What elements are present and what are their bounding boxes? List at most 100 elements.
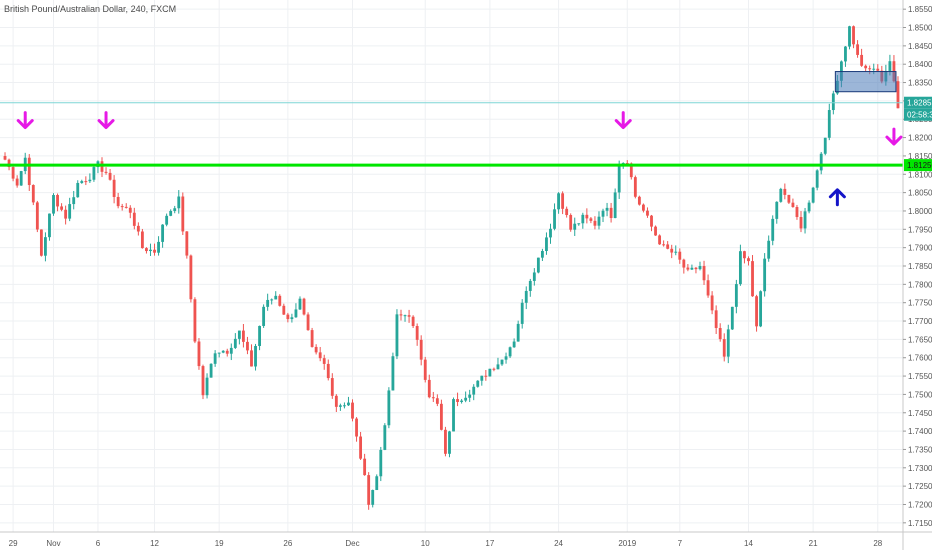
candle-body: [11, 167, 15, 179]
candle-body: [633, 177, 637, 197]
candle-body: [678, 251, 682, 260]
candle-body: [553, 209, 556, 229]
candle-body: [173, 208, 177, 211]
candle-body: [569, 215, 573, 230]
arrow-down-icon: [885, 127, 903, 146]
arrow-down-icon: [97, 111, 115, 130]
candle-body: [718, 328, 722, 340]
candle-body: [217, 352, 221, 354]
candle-body: [136, 225, 140, 232]
y-tick-label: 1.79500: [908, 225, 932, 234]
arrow-head: [614, 119, 632, 130]
candle-body: [7, 159, 11, 168]
x-tick-label: 14: [744, 539, 753, 548]
candle-body: [347, 402, 350, 406]
x-tick-label: 21: [809, 539, 818, 548]
candle-body: [193, 299, 197, 342]
candle-body: [363, 458, 367, 476]
candle-body: [84, 181, 88, 183]
candle-body: [743, 251, 746, 259]
candle-body: [488, 368, 492, 377]
candle-body: [876, 68, 880, 71]
candle-body: [254, 345, 257, 367]
y-tick-label: 1.78500: [908, 262, 932, 271]
candle-body: [88, 179, 92, 182]
candle-body: [730, 306, 734, 330]
candle-body: [444, 429, 447, 454]
candle-body: [686, 267, 690, 270]
candle-body: [868, 68, 872, 70]
candle-body: [411, 316, 415, 327]
candle-body: [262, 306, 266, 326]
candle-body: [815, 170, 819, 188]
candle-body: [520, 302, 524, 324]
support-price-tag: 1.81250: [904, 159, 932, 172]
candle-body: [116, 196, 120, 207]
candle-body: [48, 213, 51, 238]
candle-body: [209, 363, 213, 378]
candle-body: [783, 188, 787, 195]
candle-body: [338, 405, 342, 407]
candle-body: [844, 46, 847, 62]
candle-body: [504, 356, 508, 360]
y-tick-label: 1.80500: [908, 189, 932, 198]
candle-body: [492, 368, 496, 370]
candle-body: [181, 196, 185, 232]
candle-body: [229, 347, 233, 354]
candle-body: [427, 379, 431, 398]
arrow-head: [885, 135, 903, 146]
candle-body: [197, 341, 201, 367]
x-tick-label: 17: [485, 539, 494, 548]
candle-body: [480, 375, 484, 381]
candle-body: [435, 398, 439, 404]
candle-body: [140, 231, 144, 249]
candle-body: [177, 196, 181, 209]
candle-body: [19, 171, 23, 186]
arrow-down-icon: [16, 111, 34, 130]
candle-body: [157, 241, 160, 253]
candle-body: [64, 209, 68, 219]
candle-body: [266, 299, 270, 307]
candle-body: [124, 206, 128, 208]
candle-body: [755, 296, 758, 327]
candle-body: [399, 314, 403, 316]
candle-body: [561, 193, 565, 209]
countdown-tag-text: 02:58:36: [907, 111, 932, 120]
x-tick-label: 10: [421, 539, 430, 548]
candle-body: [149, 249, 152, 252]
y-tick-label: 1.71500: [908, 519, 932, 528]
candle-body: [516, 323, 520, 342]
candle-body: [585, 214, 589, 219]
candle-body: [419, 339, 423, 360]
candle-body: [472, 386, 476, 395]
candle-body: [831, 93, 835, 111]
candle-body: [334, 395, 338, 407]
candle-body: [613, 192, 617, 219]
candle-body: [565, 208, 569, 216]
candle-body: [60, 206, 64, 210]
y-tick-label: 1.78000: [908, 280, 932, 289]
candle-body: [759, 291, 763, 327]
candle-body: [278, 295, 282, 306]
candle-body: [120, 206, 124, 208]
candle-body: [72, 197, 76, 205]
chart-title: British Pound/Australian Dollar, 240, FX…: [4, 4, 177, 14]
candle-body: [629, 163, 633, 178]
y-tick-label: 1.73500: [908, 445, 932, 454]
candle-body: [775, 201, 779, 219]
candle-body: [856, 44, 859, 55]
candle-body: [330, 378, 334, 396]
support-price-tag-text: 1.81250: [907, 161, 932, 170]
candle-body: [44, 237, 47, 256]
candle-body: [811, 187, 815, 203]
candle-body: [112, 179, 116, 197]
candle-body: [310, 330, 314, 347]
candle-body: [108, 172, 112, 180]
candle-body: [76, 182, 80, 198]
grid: [0, 0, 903, 532]
candle-body: [666, 244, 670, 249]
candle-body: [355, 418, 358, 437]
candle-body: [448, 431, 451, 454]
